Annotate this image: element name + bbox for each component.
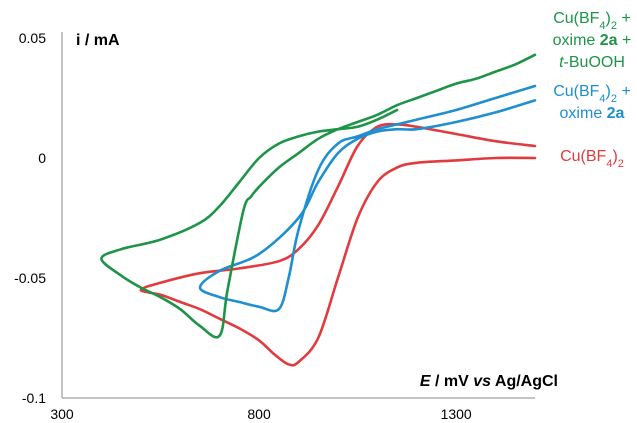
series-line [139,122,537,367]
y-tick-label: -0.05 [14,270,46,286]
x-tick-label: 300 [50,406,74,422]
series-label: Cu(BF4)2 + [553,83,631,105]
x-tick-label: 1300 [441,406,472,422]
series-lines [100,53,537,367]
y-tick-label: 0 [38,150,46,166]
series-label: t-BuOOH [559,54,625,71]
series-label: Cu(BF4)2 + [553,10,631,32]
series-line [198,84,537,313]
y-axis-label: i / mA [76,32,120,49]
series-label: oxime 2a [560,105,625,122]
series-line [100,53,537,339]
series-label: Cu(BF4)2 [560,148,624,170]
y-tick-label: 0.05 [19,30,46,46]
x-axis-label: E / mV vs Ag/AgCl [420,373,558,390]
y-tick-label: -0.1 [22,390,46,406]
x-tick-label: 800 [247,406,271,422]
axes: 0.05 0 -0.05 -0.1300 800 1300 i / mA E / mV vs … [14,30,558,422]
series-label: oxime 2a + [553,32,632,49]
